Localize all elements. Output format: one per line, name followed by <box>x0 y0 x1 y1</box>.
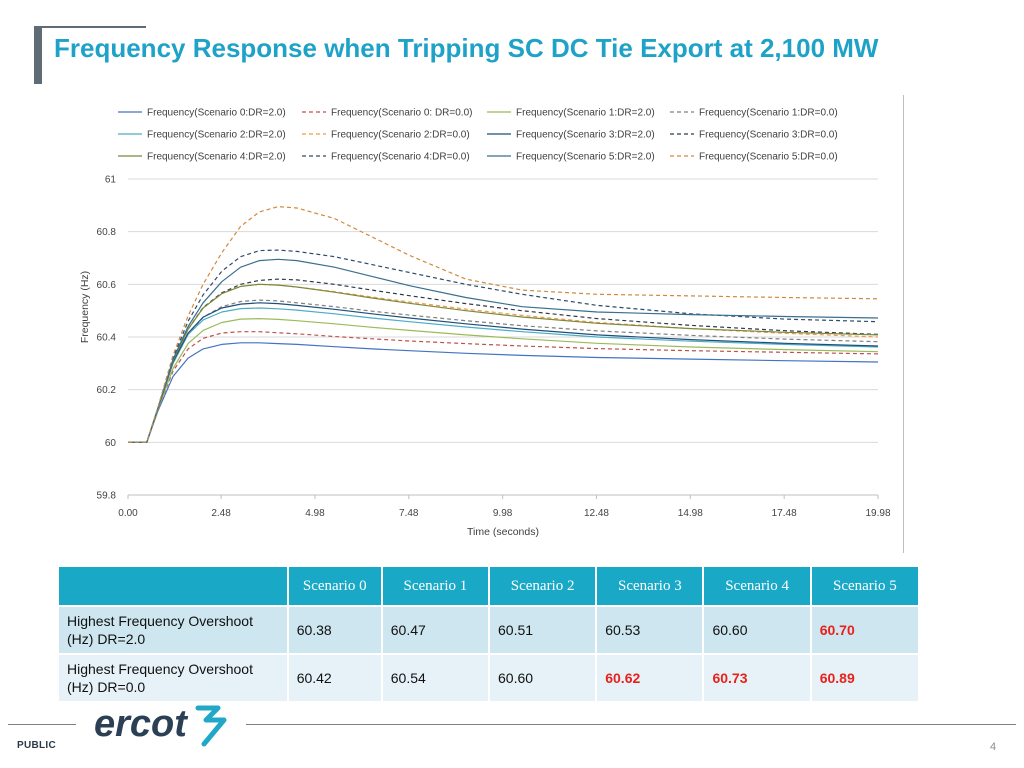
table-cell: 60.53 <box>597 607 703 653</box>
y-tick-label: 60 <box>105 438 117 449</box>
table-cell: 60.42 <box>288 655 381 701</box>
series-line-6 <box>128 302 879 443</box>
header-scenario-0: Scenario 0 <box>288 567 381 605</box>
table-corner-cell <box>59 567 287 605</box>
page-number: 4 <box>990 741 997 753</box>
legend-label: Frequency(Scenario 0:DR=2.0) <box>147 108 286 119</box>
legend-label: Frequency(Scenario 2:DR=0.0) <box>331 130 470 141</box>
y-axis-ticks: 59.8 60 60.2 60.4 60.6 60.8 61 <box>97 175 117 502</box>
footer-label: PUBLIC <box>17 740 57 751</box>
series-line-0 <box>128 342 879 443</box>
header-scenario-3: Scenario 3 <box>597 567 703 605</box>
y-tick-label: 60.8 <box>97 227 117 238</box>
x-tick-label: 19.98 <box>865 508 890 519</box>
chart-series <box>128 206 879 443</box>
series-line-8 <box>128 283 879 443</box>
x-axis-ticks: 0.00 2.48 4.98 7.48 9.98 12.48 14.98 17.48 19.98 <box>118 494 891 519</box>
series-line-10 <box>128 258 879 443</box>
table-cell: 60.62 <box>597 655 703 701</box>
table-cell: 60.60 <box>490 655 596 701</box>
series-line-4 <box>128 307 879 443</box>
table-cell: 60.51 <box>490 607 596 653</box>
legend-label: Frequency(Scenario 4:DR=2.0) <box>147 152 286 163</box>
series-line-2 <box>128 318 879 443</box>
overshoot-table: Scenario 0 Scenario 1 Scenario 2 Scenari… <box>57 565 920 703</box>
legend-label: Frequency(Scenario 0: DR=0.0) <box>331 108 472 119</box>
y-tick-label: 60.2 <box>97 385 117 396</box>
chart-legend: Frequency(Scenario 0:DR=2.0) Frequency(Sc… <box>118 108 838 163</box>
header-scenario-5: Scenario 5 <box>811 567 918 605</box>
legend-label: Frequency(Scenario 4:DR=0.0) <box>331 152 470 163</box>
row-label: Highest Frequency Overshoot (Hz) DR=0.0 <box>59 655 287 701</box>
x-tick-label: 12.48 <box>584 508 609 519</box>
series-line-3 <box>128 299 879 443</box>
header-scenario-4: Scenario 4 <box>704 567 810 605</box>
y-tick-label: 59.8 <box>97 491 117 502</box>
x-tick-label: 2.48 <box>211 508 231 519</box>
legend-label: Frequency(Scenario 5:DR=0.0) <box>699 152 838 163</box>
table-header-row: Scenario 0 Scenario 1 Scenario 2 Scenari… <box>59 567 918 605</box>
table-cell: 60.54 <box>382 655 488 701</box>
legend-label: Frequency(Scenario 5:DR=2.0) <box>516 152 655 163</box>
frequency-line-chart: Frequency(Scenario 0:DR=2.0) Frequency(Sc… <box>79 108 891 539</box>
bolt-icon <box>195 705 227 747</box>
chart-frame-line <box>903 95 904 553</box>
table-cell: 60.38 <box>288 607 381 653</box>
slide-title: Frequency Response when Tripping SC DC T… <box>54 33 879 63</box>
y-axis-title: Frequency (Hz) <box>79 271 91 343</box>
footer-rule-left <box>8 724 76 725</box>
series-line-11 <box>128 206 879 443</box>
title-accent-rule <box>42 26 146 28</box>
table-cell: 60.70 <box>811 607 918 653</box>
x-tick-label: 14.98 <box>678 508 703 519</box>
header-scenario-1: Scenario 1 <box>382 567 488 605</box>
title-accent-bar <box>34 26 42 84</box>
y-tick-label: 61 <box>105 175 117 186</box>
footer-rule-right <box>246 724 1016 725</box>
ercot-logo: ercot <box>94 703 227 747</box>
legend-label: Frequency(Scenario 2:DR=2.0) <box>147 130 286 141</box>
table-cell: 60.60 <box>704 607 810 653</box>
y-tick-label: 60.4 <box>97 333 117 344</box>
x-tick-label: 9.98 <box>493 508 513 519</box>
x-tick-label: 0.00 <box>118 508 138 519</box>
legend-label: Frequency(Scenario 1:DR=0.0) <box>699 108 838 119</box>
y-tick-label: 60.6 <box>97 280 117 291</box>
series-line-9 <box>128 249 879 443</box>
x-tick-label: 17.48 <box>772 508 797 519</box>
series-line-5 <box>128 283 879 443</box>
x-tick-label: 4.98 <box>305 508 325 519</box>
x-tick-label: 7.48 <box>399 508 419 519</box>
legend-label: Frequency(Scenario 1:DR=2.0) <box>516 108 655 119</box>
logo-wordmark: ercot <box>94 703 188 745</box>
legend-label: Frequency(Scenario 3:DR=0.0) <box>699 130 838 141</box>
legend-label: Frequency(Scenario 3:DR=2.0) <box>516 130 655 141</box>
table-cell: 60.89 <box>811 655 918 701</box>
series-line-1 <box>128 331 879 443</box>
table-cell: 60.47 <box>382 607 488 653</box>
header-scenario-2: Scenario 2 <box>490 567 596 605</box>
x-axis-title: Time (seconds) <box>467 526 539 538</box>
table-row: Highest Frequency Overshoot (Hz) DR=0.0 … <box>59 655 918 701</box>
row-label: Highest Frequency Overshoot (Hz) DR=2.0 <box>59 607 287 653</box>
table-row: Highest Frequency Overshoot (Hz) DR=2.0 … <box>59 607 918 653</box>
table-cell: 60.73 <box>704 655 810 701</box>
